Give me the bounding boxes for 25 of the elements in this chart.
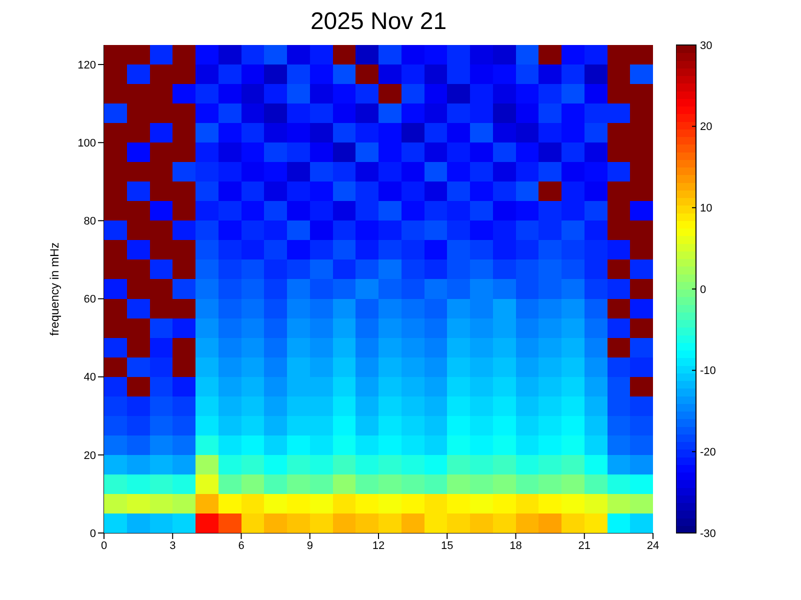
y-axis-title: frequency in mHz xyxy=(47,242,62,336)
color-bar-label: -30 xyxy=(700,528,716,540)
y-tick-label: 0 xyxy=(90,528,96,540)
y-tick-label: 40 xyxy=(84,372,96,384)
y-tick-label: 80 xyxy=(84,216,96,228)
y-tick-label: 60 xyxy=(84,294,96,306)
x-tick-label: 15 xyxy=(441,540,454,552)
x-tick-label: 24 xyxy=(646,540,660,552)
x-tick-label: 21 xyxy=(578,540,590,552)
x-tick-label: 9 xyxy=(306,540,313,552)
x-tick-label: 6 xyxy=(238,540,244,552)
chart-title: 2025 Nov 21 xyxy=(309,8,448,36)
color-bar-label: -20 xyxy=(700,446,716,459)
x-tick-label: 18 xyxy=(510,540,522,552)
color-bar-label: 0 xyxy=(700,284,706,296)
y-tick-label: 120 xyxy=(78,59,96,72)
x-tick-label: 3 xyxy=(170,540,176,552)
x-tick-label: 0 xyxy=(100,540,108,552)
color-bar-label: -10 xyxy=(700,365,716,378)
y-tick-label: 100 xyxy=(78,138,96,150)
color-bar-label: 20 xyxy=(700,121,712,134)
y-tick-label: 20 xyxy=(84,450,96,462)
x-tick-label: 12 xyxy=(372,540,385,552)
color-bar-label: 10 xyxy=(700,202,712,215)
color-bar-label: 30 xyxy=(700,40,712,52)
